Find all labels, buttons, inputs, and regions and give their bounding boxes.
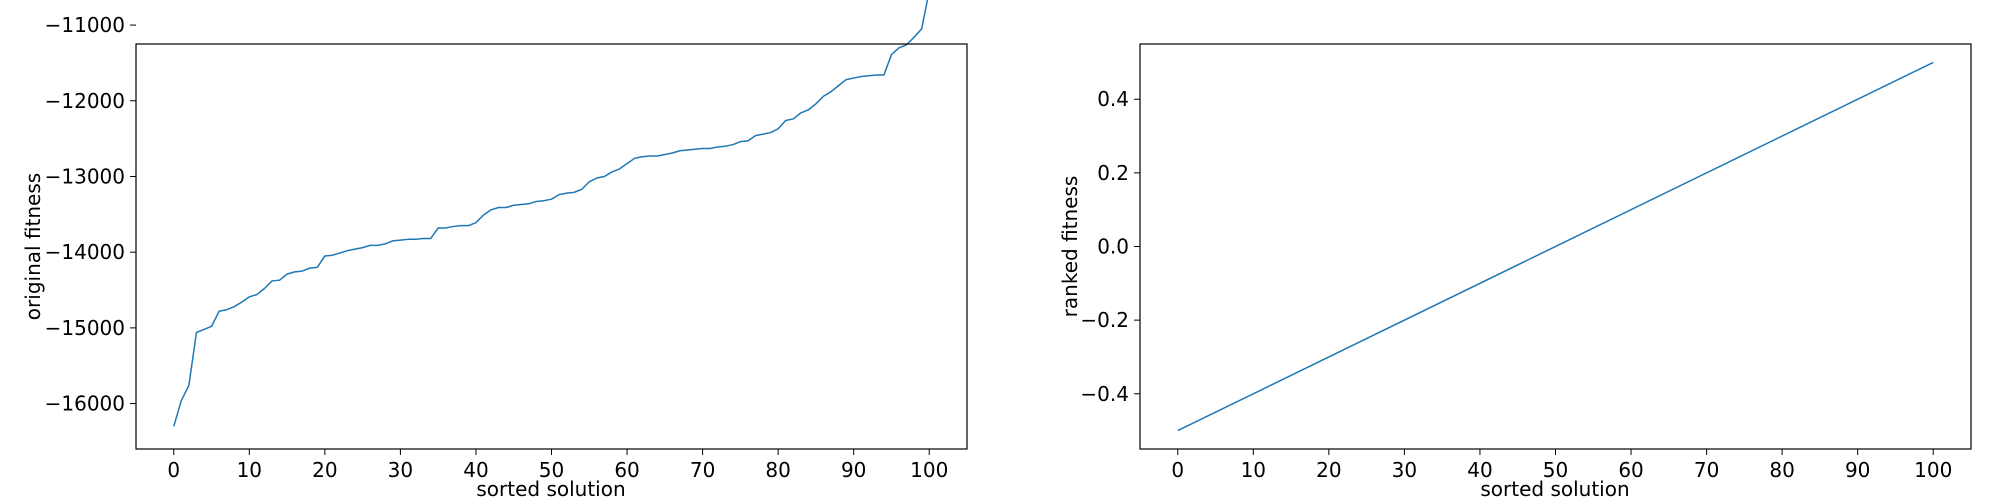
x-tick-label: 0 — [167, 458, 180, 482]
x-tick-label: 60 — [614, 458, 639, 482]
x-tick-label: 50 — [539, 458, 564, 482]
y-tick-label: 0.2 — [1097, 161, 1129, 185]
x-axis-label: sorted solution — [1480, 477, 1629, 501]
x-tick-label: 10 — [237, 458, 262, 482]
y-axis-label: ranked fitness — [1058, 176, 1082, 318]
axes-frame — [135, 43, 968, 450]
x-tick-label: 100 — [910, 458, 948, 482]
x-tick-label: 70 — [690, 458, 715, 482]
x-tick-label: 20 — [312, 458, 337, 482]
y-tick-label: −16000 — [45, 392, 125, 416]
x-tick-label: 80 — [765, 458, 790, 482]
x-tick-label: 100 — [1914, 458, 1952, 482]
y-tick-label: −12000 — [45, 89, 125, 113]
y-tick-label: 0.4 — [1097, 87, 1129, 111]
x-tick-label: 20 — [1316, 458, 1341, 482]
x-tick-label: 10 — [1241, 458, 1266, 482]
y-tick-label: −11000 — [45, 13, 125, 37]
x-tick-label: 40 — [1467, 458, 1492, 482]
series-line — [1177, 61, 1934, 432]
chart-panel-right: 0 10 20 30 40 50 60 70 80 90 100 −0.4 −0.2 0.0 0.2 0.4… — [1058, 43, 1972, 501]
y-tick-label: −0.2 — [1080, 308, 1129, 332]
x-tick-label: 60 — [1618, 458, 1643, 482]
chart-panel-left: 0 10 20 30 40 50 60 70 80 90 100 −16000 −15000 −1400… — [21, 0, 968, 501]
series-line — [173, 0, 929, 427]
x-tick-label: 50 — [1543, 458, 1568, 482]
x-tick-label: 90 — [1845, 458, 1870, 482]
y-tick-label: −15000 — [45, 316, 125, 340]
x-tick-label: 30 — [388, 458, 413, 482]
x-tick-label: 30 — [1392, 458, 1417, 482]
y-tick-label: −14000 — [45, 240, 125, 264]
y-axis-label: original fitness — [21, 173, 45, 320]
y-tick-label: −0.4 — [1080, 382, 1129, 406]
x-tick-label: 90 — [841, 458, 866, 482]
x-tick-label: 70 — [1694, 458, 1719, 482]
x-tick-label: 0 — [1171, 458, 1184, 482]
y-tick-label: 0.0 — [1097, 235, 1129, 259]
x-tick-label: 80 — [1769, 458, 1794, 482]
x-axis-label: sorted solution — [476, 477, 625, 501]
y-tick-label: −13000 — [45, 164, 125, 188]
x-tick-label: 40 — [463, 458, 488, 482]
